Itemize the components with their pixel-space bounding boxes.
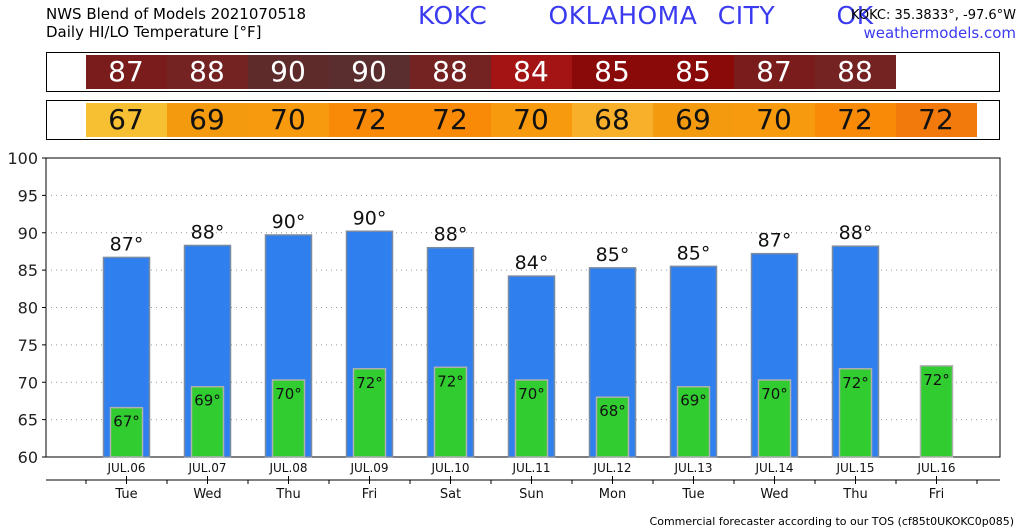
x-day-label: Tue — [114, 487, 137, 502]
high-strip-cell: 88 — [166, 55, 248, 89]
station-coordinates: KOKC: 35.3833°, -97.6°W — [851, 8, 1016, 23]
low-strip-cell: 70 — [247, 103, 329, 137]
low-temp-label: 72° — [437, 372, 464, 390]
x-date-label: JUL.12 — [592, 461, 631, 475]
low-strip-cell: 68 — [571, 103, 653, 137]
high-temperature-strip: 87 88 90 90 88 84 85 85 87 88 — [46, 52, 1000, 92]
low-temp-label: 69° — [680, 392, 707, 410]
station-name: KOKC OKLAHOMA CITY OK — [418, 1, 874, 30]
low-temp-bar — [352, 368, 387, 458]
x-date-label: JUL.15 — [835, 461, 874, 475]
y-tick-label: 100 — [7, 149, 38, 168]
x-day-label: Thu — [275, 487, 300, 502]
low-temp-label: 70° — [761, 385, 788, 403]
high-temp-label: 87° — [110, 233, 144, 255]
x-day-label: Sat — [440, 487, 461, 502]
x-date-label: JUL.10 — [430, 461, 469, 475]
high-temp-label: 88° — [839, 222, 873, 244]
low-temp-label: 68° — [599, 402, 626, 420]
y-tick-label: 85 — [18, 261, 38, 280]
high-strip-cell: 90 — [247, 55, 329, 89]
low-temp-bar — [190, 385, 225, 458]
high-temp-label: 90° — [272, 211, 306, 233]
high-strip-cell: 85 — [571, 55, 653, 89]
low-temp-label: 72° — [923, 371, 950, 389]
y-tick-label: 60 — [18, 448, 38, 467]
high-strip-cell: 85 — [652, 55, 734, 89]
low-temp-bar — [271, 379, 306, 458]
chart-title: NWS Blend of Models 2021070518 — [46, 5, 307, 23]
low-temp-label: 69° — [194, 392, 221, 410]
footer-note: Commercial forecaster according to our T… — [649, 515, 1014, 528]
y-tick-label: 65 — [18, 411, 38, 430]
low-temp-bar — [676, 385, 711, 458]
y-tick-label: 75 — [18, 336, 38, 355]
low-temp-bar — [838, 368, 873, 458]
y-tick-label: 95 — [18, 186, 38, 205]
x-date-label: JUL.06 — [106, 461, 145, 475]
high-strip-cell: 90 — [328, 55, 410, 89]
x-day-label: Sun — [519, 487, 544, 502]
y-tick-label: 70 — [18, 373, 38, 392]
high-temp-label: 88° — [434, 224, 468, 246]
x-day-label: Thu — [842, 487, 867, 502]
low-strip-cell: 72 — [328, 103, 410, 137]
low-strip-cell: 69 — [652, 103, 734, 137]
low-temp-bar — [595, 396, 630, 458]
x-date-label: JUL.16 — [916, 461, 955, 475]
x-date-label: JUL.13 — [673, 461, 712, 475]
low-temp-bar — [433, 366, 468, 458]
high-temp-label: 88° — [191, 221, 225, 243]
high-strip-cell: 84 — [490, 55, 572, 89]
high-temp-label: 87° — [758, 230, 792, 252]
low-temperature-strip: 67 69 70 72 72 70 68 69 70 72 72 — [46, 100, 1000, 140]
low-strip-cell: 69 — [166, 103, 248, 137]
x-date-label: JUL.11 — [511, 461, 550, 475]
x-date-label: JUL.07 — [187, 461, 226, 475]
chart-subtitle: Daily HI/LO Temperature [°F] — [46, 23, 262, 41]
low-temp-bar — [109, 406, 144, 458]
website-link[interactable]: weathermodels.com — [863, 24, 1016, 42]
low-temp-label: 72° — [842, 374, 869, 392]
y-tick-label: 80 — [18, 299, 38, 318]
x-day-label: Wed — [760, 487, 788, 502]
x-day-label: Fri — [362, 487, 378, 502]
low-strip-cell: 70 — [733, 103, 815, 137]
low-strip-cell: 72 — [814, 103, 896, 137]
x-day-label: Mon — [599, 487, 626, 502]
high-strip-cell: 88 — [814, 55, 896, 89]
high-temp-label: 85° — [677, 242, 711, 264]
low-temp-bar — [919, 365, 954, 458]
low-temp-label: 67° — [113, 413, 140, 431]
x-date-label: JUL.08 — [268, 461, 307, 475]
y-tick-label: 90 — [18, 224, 38, 243]
low-strip-cell: 72 — [895, 103, 977, 137]
low-strip-cell: 72 — [409, 103, 491, 137]
x-date-label: JUL.09 — [349, 461, 388, 475]
high-temp-label: 85° — [596, 244, 630, 266]
high-temp-label: 90° — [353, 207, 387, 229]
high-strip-cell: 88 — [409, 55, 491, 89]
x-day-label: Fri — [929, 487, 945, 502]
low-temp-bar — [514, 379, 549, 458]
low-strip-cell: 67 — [85, 103, 167, 137]
high-strip-cell: 87 — [733, 55, 815, 89]
low-temp-label: 72° — [356, 374, 383, 392]
low-strip-cell: 70 — [490, 103, 572, 137]
high-strip-cell: 87 — [85, 55, 167, 89]
low-temp-bar — [757, 379, 792, 458]
x-day-label: Wed — [193, 487, 221, 502]
low-temp-label: 70° — [275, 385, 302, 403]
high-temp-label: 84° — [515, 252, 549, 274]
x-date-label: JUL.14 — [754, 461, 793, 475]
x-day-label: Tue — [681, 487, 704, 502]
low-temp-label: 70° — [518, 385, 545, 403]
